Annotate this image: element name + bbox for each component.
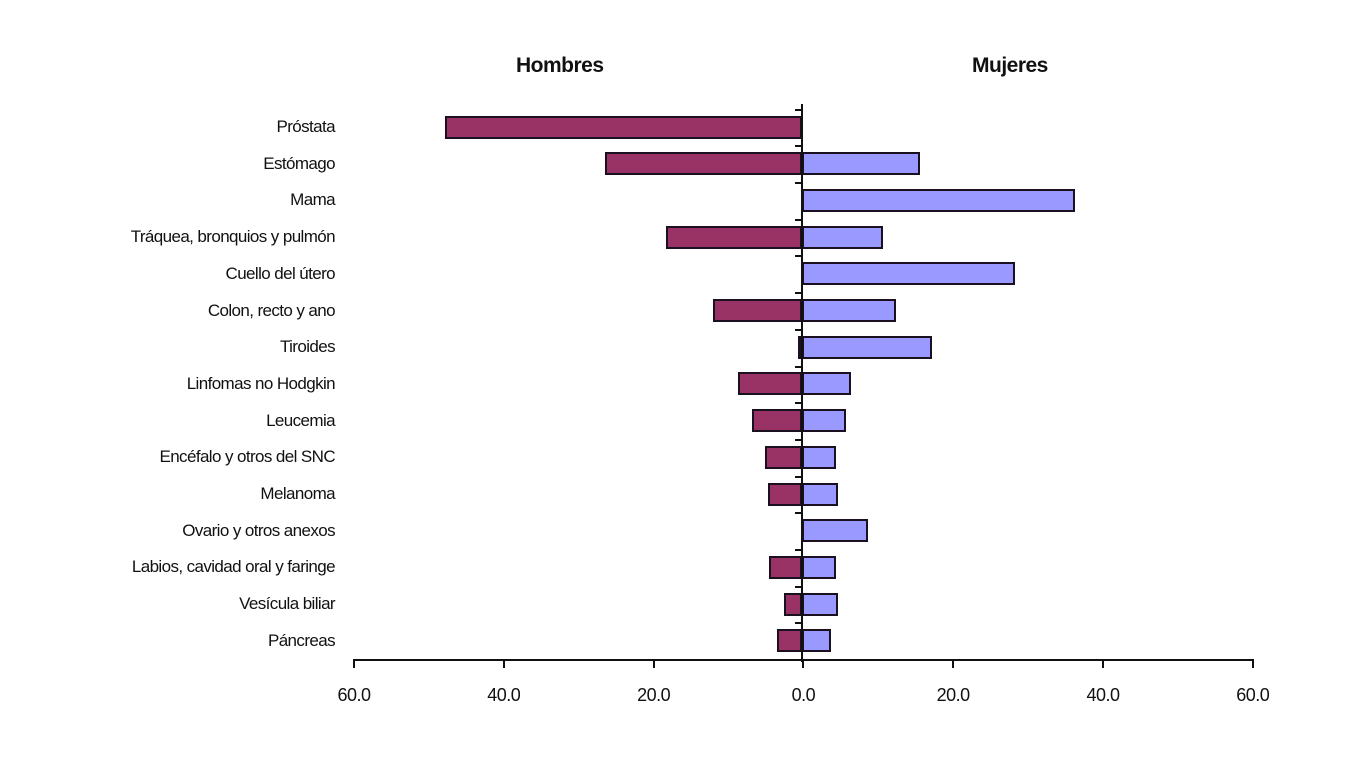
y-tick — [795, 438, 802, 441]
y-tick — [795, 622, 802, 625]
category-label: Cuello del útero — [225, 263, 336, 283]
bar-hombres — [769, 555, 802, 579]
y-tick — [795, 108, 802, 111]
category-label: Tráquea, bronquios y pulmón — [130, 227, 336, 247]
y-tick — [795, 402, 802, 405]
bar-hombres — [712, 299, 802, 322]
category-label: Próstata — [276, 117, 335, 136]
bar-hombres — [665, 225, 802, 249]
bar-mujeres — [802, 188, 1075, 212]
y-tick — [795, 512, 802, 515]
y-tick — [795, 145, 802, 148]
category-label: Colon, recto y ano — [207, 300, 336, 320]
bar-hombres — [751, 409, 802, 433]
y-axis-line — [801, 104, 803, 662]
x-tick — [502, 659, 505, 668]
x-tick — [1102, 659, 1104, 668]
y-tick — [795, 328, 802, 331]
x-tick — [1251, 659, 1254, 668]
y-tick — [795, 549, 802, 552]
category-label: Tiroides — [279, 337, 336, 357]
y-tick — [795, 585, 802, 588]
bar-hombres — [797, 335, 802, 359]
bar-mujeres — [802, 152, 921, 176]
bar-mujeres — [802, 592, 838, 616]
bar-mujeres — [802, 372, 851, 396]
category-label: Melanoma — [260, 484, 335, 503]
y-tick — [795, 365, 802, 368]
x-tick-label: 20.0 — [936, 685, 971, 705]
bar-mujeres — [802, 519, 868, 543]
category-label: Vesícula biliar — [239, 594, 335, 614]
y-tick — [795, 182, 802, 185]
bar-mujeres — [802, 445, 836, 469]
x-tick-label: 40.0 — [1086, 685, 1120, 705]
x-tick-label: 20.0 — [637, 685, 671, 705]
men-panel-title: Hombres — [516, 54, 604, 77]
x-tick-label: 60.0 — [1236, 685, 1270, 705]
bar-mujeres — [802, 335, 933, 359]
x-tick — [353, 659, 355, 668]
y-tick — [795, 255, 802, 258]
bar-mujeres — [802, 409, 847, 433]
x-tick-label: 0.0 — [791, 685, 816, 705]
category-label: Encéfalo y otros del SNC — [159, 447, 335, 467]
category-label: Estómago — [263, 153, 335, 173]
bar-mujeres — [802, 482, 838, 506]
bar-hombres — [765, 445, 802, 469]
category-label: Páncreas — [267, 630, 336, 650]
category-label: Leucemia — [266, 410, 336, 430]
bar-hombres — [444, 115, 802, 139]
x-tick — [802, 659, 805, 668]
bar-mujeres — [802, 555, 836, 579]
women-panel-title: Mujeres — [972, 54, 1048, 77]
bar-hombres — [738, 372, 802, 396]
bar-mujeres — [802, 225, 883, 249]
x-tick — [952, 659, 955, 668]
bar-hombres — [605, 152, 802, 176]
x-tick-label: 40.0 — [487, 685, 521, 705]
x-tick — [652, 659, 655, 668]
y-tick — [795, 292, 802, 295]
category-label: Labios, cavidad oral y faringe — [131, 557, 336, 577]
bar-mujeres — [802, 262, 1015, 286]
bar-hombres — [768, 482, 802, 506]
category-label: Ovario y otros anexos — [182, 520, 335, 540]
bar-hombres — [777, 629, 802, 653]
category-label: Linfomas no Hodgkin — [186, 373, 336, 393]
y-tick — [795, 218, 802, 221]
bar-mujeres — [802, 629, 832, 653]
y-tick — [795, 475, 802, 478]
bar-mujeres — [802, 299, 896, 322]
bar-hombres — [784, 592, 802, 616]
x-tick-label: 60.0 — [337, 685, 371, 705]
category-label: Mama — [290, 190, 335, 210]
